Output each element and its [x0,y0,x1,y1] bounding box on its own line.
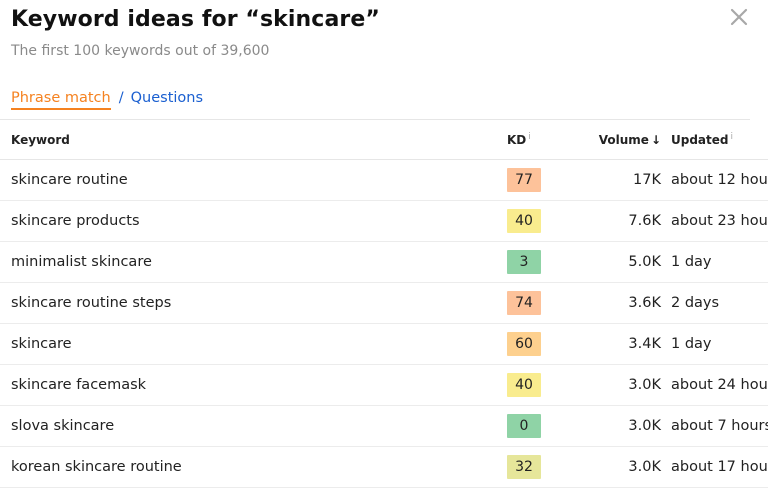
kd-cell: 32 [507,446,557,488]
kd-badge: 32 [507,455,541,479]
updated-cell: about 23 hours [667,200,768,242]
table-row: slova skincare 0 3.0K about 7 hours [0,405,768,447]
kd-cell: 3 [507,241,557,283]
kd-badge: 40 [507,373,541,397]
keyword-cell: minimalist skincare [0,241,507,283]
column-header-volume[interactable]: Volume ↓ [557,120,667,160]
kd-badge: 0 [507,414,541,438]
tab-separator: / [118,90,124,106]
sort-desc-icon: ↓ [650,132,661,147]
table-row: skincare routine steps 74 3.6K 2 days [0,282,768,324]
tab-phrase-match[interactable]: Phrase match [11,90,111,110]
updated-cell: about 24 hours [667,364,768,406]
volume-cell: 3.0K [557,446,667,488]
kd-cell: 60 [507,323,557,365]
kd-cell: 77 [507,159,557,201]
keyword-cell: skincare facemask [0,364,507,406]
updated-cell: about 7 hours [667,405,768,447]
kd-info-icon[interactable]: i [528,132,531,142]
keyword-link[interactable]: korean skincare routine [11,459,182,475]
column-header-keyword-label: Keyword [11,132,70,147]
updated-cell: about 17 hours [667,446,768,488]
column-header-kd-label: KD [507,133,527,147]
volume-cell: 7.6K [557,200,667,242]
kd-badge: 3 [507,250,541,274]
volume-cell: 3.4K [557,323,667,365]
kd-badge: 40 [507,209,541,233]
keyword-link[interactable]: skincare products [11,213,140,229]
column-header-updated-label: Updated [671,133,729,147]
keyword-link[interactable]: minimalist skincare [11,254,152,270]
kd-badge: 60 [507,332,541,356]
column-header-volume-label: Volume [598,132,649,147]
column-header-keyword[interactable]: Keyword [0,120,507,160]
keyword-cell: skincare [0,323,507,365]
header-divider [0,119,750,120]
page-title: Keyword ideas for “skincare” [11,7,380,32]
keyword-link[interactable]: skincare [11,336,72,352]
keyword-cell: skincare products [0,200,507,242]
table-row: minimalist skincare 3 5.0K 1 day [0,241,768,283]
close-icon[interactable] [727,5,751,29]
kd-cell: 0 [507,405,557,447]
volume-cell: 3.0K [557,364,667,406]
keyword-cell: skincare routine [0,159,507,201]
volume-cell: 3.0K [557,405,667,447]
table-row: skincare 60 3.4K 1 day [0,323,768,365]
kd-cell: 40 [507,364,557,406]
table-row: korean skincare routine 32 3.0K about 17 ho… [0,446,768,488]
table-header-row: Keyword KD i Volume ↓ Updated i [0,120,768,160]
updated-info-icon[interactable]: i [730,132,734,142]
updated-cell: 2 days [667,282,768,324]
keyword-link[interactable]: skincare routine [11,172,128,188]
volume-cell: 5.0K [557,241,667,283]
column-header-kd[interactable]: KD i [507,120,557,160]
updated-cell: 1 day [667,241,768,283]
keyword-cell: skincare routine steps [0,282,507,324]
updated-cell: about 12 hours [667,159,768,201]
keyword-link[interactable]: skincare facemask [11,377,147,393]
kd-badge: 77 [507,168,541,192]
kd-badge: 74 [507,291,541,315]
keywords-table: Keyword KD i Volume ↓ Updated i skincare ro… [0,120,768,488]
keyword-link[interactable]: slova skincare [11,418,115,434]
keyword-cell: korean skincare routine [0,446,507,488]
page-subtitle: The first 100 keywords out of 39,600 [11,43,270,59]
volume-cell: 17K [557,159,667,201]
kd-cell: 74 [507,282,557,324]
kd-cell: 40 [507,200,557,242]
keyword-link[interactable]: skincare routine steps [11,295,172,311]
updated-cell: 1 day [667,323,768,365]
keyword-cell: slova skincare [0,405,507,447]
tab-questions[interactable]: Questions [130,90,204,106]
column-header-updated[interactable]: Updated i [667,120,768,160]
volume-cell: 3.6K [557,282,667,324]
match-type-tabs: Phrase match / Questions [11,90,203,110]
